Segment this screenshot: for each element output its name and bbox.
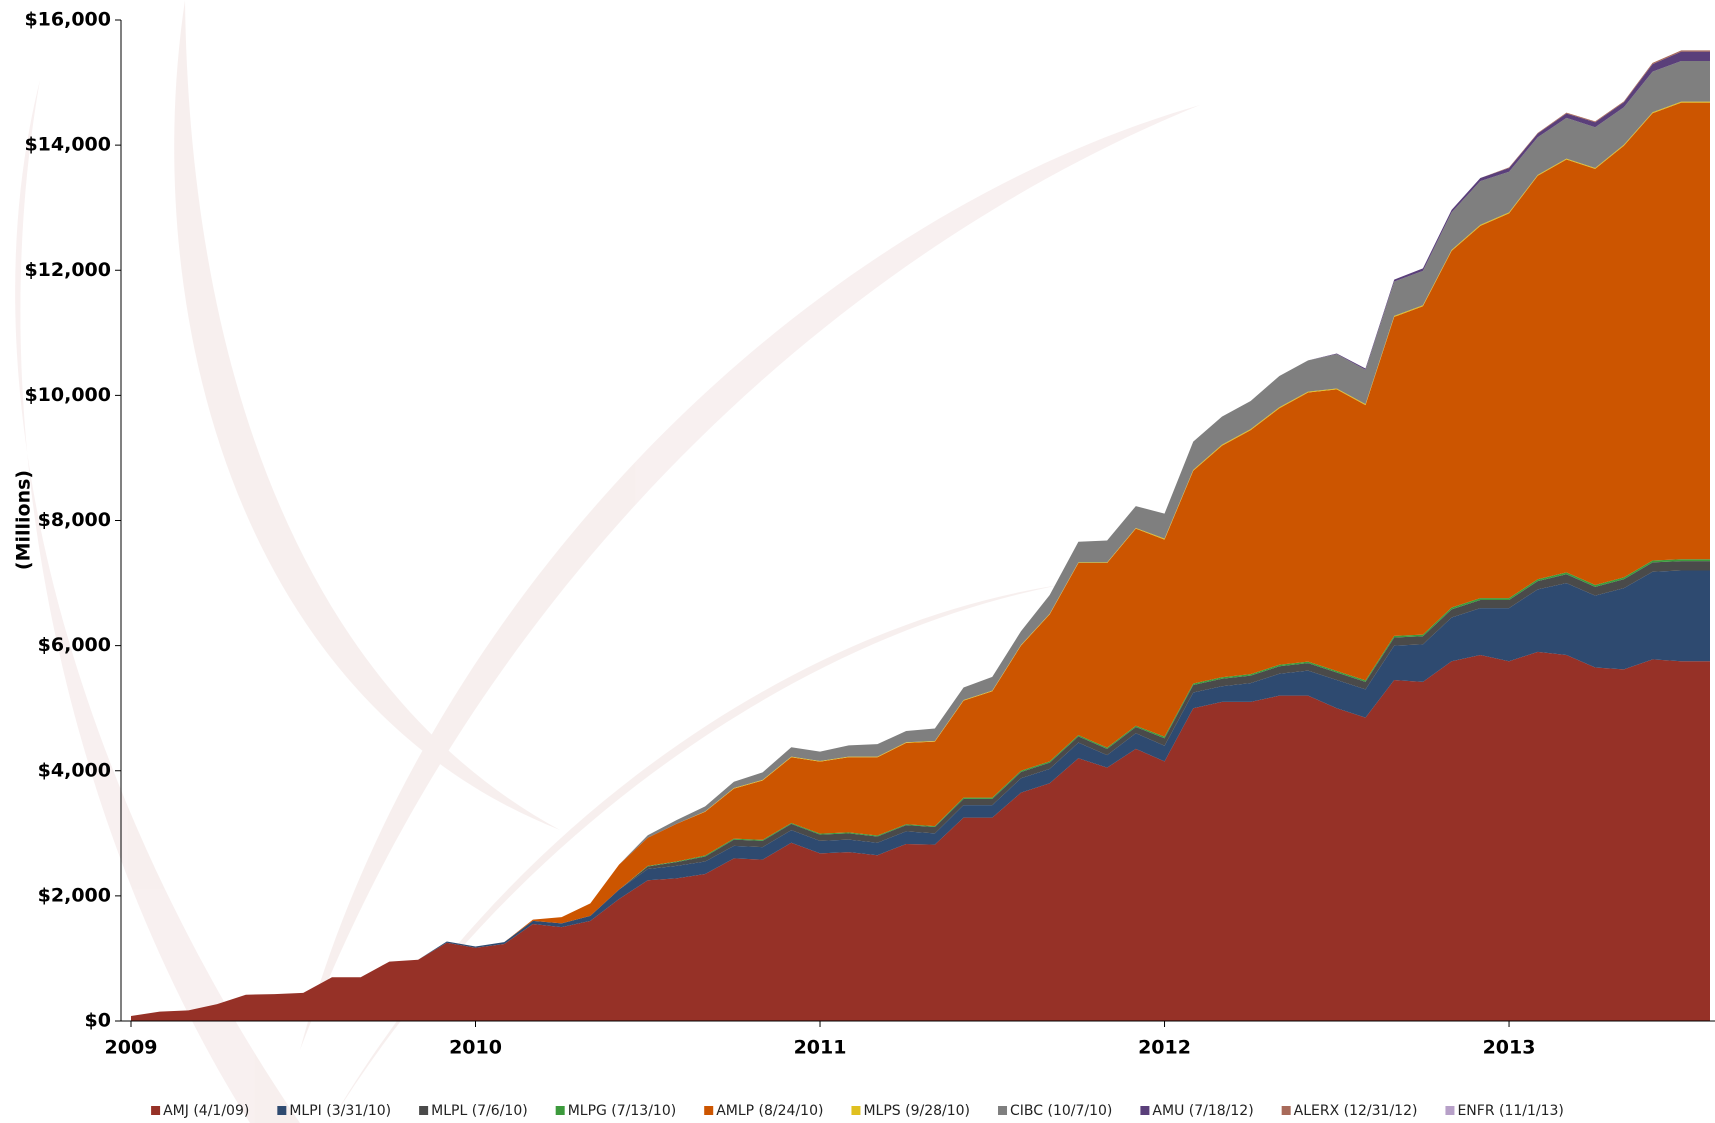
area [131, 651, 1710, 1021]
legend-label: AMJ (4/1/09) [163, 1103, 249, 1119]
legend-swatch [419, 1106, 429, 1115]
area [131, 570, 1710, 1016]
y-tick-label: $12,000 [24, 259, 111, 281]
y-tick-label: $10,000 [24, 384, 111, 406]
legend-label: MLPG (7/13/10) [568, 1103, 677, 1119]
x-tick-label: 2012 [1138, 1037, 1191, 1059]
legend-label: AMU (7/18/12) [1152, 1103, 1253, 1119]
area [131, 60, 1710, 1016]
legend-swatch [555, 1106, 565, 1115]
legend-swatch [1140, 1106, 1150, 1115]
legend-label: ALERX (12/31/12) [1294, 1103, 1418, 1119]
x-tick-label: 2009 [105, 1037, 158, 1059]
legend-swatch [1445, 1106, 1455, 1115]
x-tick-label: 2010 [449, 1037, 502, 1059]
legend-swatch [151, 1106, 161, 1115]
legend-label: MLPI (3/31/10) [289, 1103, 391, 1119]
legend-swatch [998, 1106, 1008, 1115]
legend-swatch [277, 1106, 287, 1115]
legend-swatch [704, 1106, 714, 1115]
legend-label: MLPL (7/6/10) [431, 1103, 528, 1119]
y-axis-label: (Millions) [13, 470, 35, 570]
legend-label: AMLP (8/24/10) [716, 1103, 823, 1119]
x-tick-label: 2013 [1483, 1037, 1536, 1059]
y-tick-label: $0 [85, 1010, 111, 1032]
legend-label: MLPS (9/28/10) [863, 1103, 970, 1119]
watermark [15, 0, 1200, 1123]
y-tick-label: $8,000 [38, 509, 111, 531]
legend-label: ENFR (11/1/13) [1457, 1103, 1563, 1119]
legend-swatch [1281, 1106, 1291, 1115]
y-tick-label: $16,000 [24, 9, 111, 31]
legend-label: CIBC (10/7/10) [1010, 1103, 1112, 1119]
legend-swatch [851, 1106, 861, 1115]
y-tick-label: $6,000 [38, 634, 111, 656]
legend: AMJ (4/1/09) MLPI (3/31/10) MLPL (7/6/10) M… [151, 1103, 1564, 1119]
x-tick-label: 2011 [794, 1037, 847, 1059]
y-tick-label: $2,000 [38, 884, 111, 906]
y-tick-label: $4,000 [38, 759, 111, 781]
area [131, 102, 1710, 1016]
y-tick-label: $14,000 [24, 134, 111, 156]
